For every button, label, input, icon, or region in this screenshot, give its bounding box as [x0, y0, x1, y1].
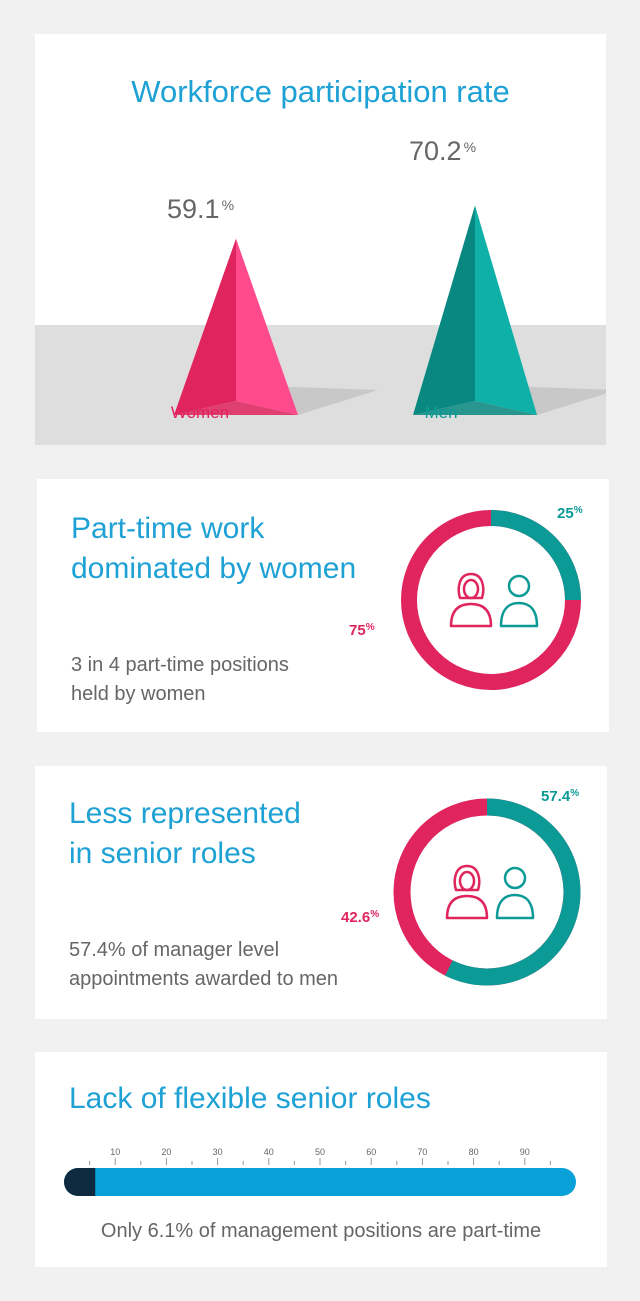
senior-roles-description: 57.4% of manager level appointments awar…: [69, 936, 338, 994]
men-category-label: Men: [424, 403, 457, 422]
flexible-roles-title: Lack of flexible senior roles: [69, 1082, 431, 1115]
pyramid-left-face: [174, 238, 236, 415]
pyramid-base-face: [174, 401, 298, 415]
pyramid-base-face: [413, 401, 537, 415]
pyramid-right-face: [236, 238, 298, 415]
participation-card: Workforce participation rate 59.1% 70.2%…: [35, 34, 606, 445]
part-time-title-line1: Part-time work: [71, 512, 265, 545]
men-pyramid: [413, 205, 606, 415]
senior-roles-title: Less represented in senior roles: [69, 794, 301, 874]
part-time-desc-line1: 3 in 4 part-time positions: [71, 654, 289, 676]
men-share-label: 25%: [557, 505, 583, 522]
tick-label: 70: [417, 1147, 427, 1157]
man-icon: [495, 866, 535, 920]
part-time-donut: 25% 75%: [349, 505, 583, 690]
pyramid-right-face: [475, 205, 537, 415]
tick-label: 80: [469, 1147, 479, 1157]
women-share-label: 42.6%: [341, 909, 379, 926]
tick-label: 10: [110, 1147, 120, 1157]
participation-title: Workforce participation rate: [131, 74, 510, 109]
tick-label: 30: [213, 1147, 223, 1157]
woman-icon: [449, 572, 493, 628]
bar-fill: [64, 1168, 96, 1196]
men-value-label: 70.2%: [409, 136, 476, 166]
men-arc: [445, 798, 581, 986]
bar-track: [64, 1168, 576, 1196]
women-category-label: Women: [171, 403, 229, 422]
tick-label: 50: [315, 1147, 325, 1157]
women-share-label: 75%: [349, 622, 375, 639]
participation-chart: 59.1% 70.2% Women Men: [167, 136, 606, 422]
men-share-label: 57.4%: [541, 788, 579, 805]
senior-roles-desc-line1: 57.4% of manager level: [69, 939, 280, 961]
women-value-label: 59.1%: [167, 194, 234, 224]
tick-label: 40: [264, 1147, 274, 1157]
woman-icon: [445, 864, 489, 920]
tick-label: 20: [161, 1147, 171, 1157]
senior-roles-title-line2: in senior roles: [69, 837, 256, 870]
part-time-description: 3 in 4 part-time positions held by women: [71, 651, 289, 709]
flexible-roles-bar: 10 20 30 40 50 60 70 80 90: [64, 1147, 576, 1196]
part-time-title: Part-time work dominated by women: [71, 509, 356, 589]
pyramid-left-face: [413, 205, 475, 415]
senior-roles-donut: 57.4% 42.6%: [341, 788, 581, 986]
tick-label: 90: [520, 1147, 530, 1157]
tick-label: 60: [366, 1147, 376, 1157]
flexible-roles-card: Lack of flexible senior roles 10 20 30 40 50…: [35, 1052, 607, 1267]
senior-roles-card: Less represented in senior roles 57.4% o…: [35, 766, 607, 1019]
part-time-card: Part-time work dominated by women 3 in 4…: [37, 479, 609, 732]
women-pyramid: [174, 238, 378, 415]
men-arc: [490, 510, 581, 601]
senior-roles-title-line1: Less represented: [69, 797, 301, 830]
part-time-desc-line2: held by women: [71, 683, 206, 705]
man-icon: [499, 574, 539, 628]
senior-roles-desc-line2: appointments awarded to men: [69, 968, 339, 990]
part-time-title-line2: dominated by women: [71, 552, 357, 585]
flexible-roles-caption: Only 6.1% of management positions are pa…: [100, 1220, 542, 1242]
